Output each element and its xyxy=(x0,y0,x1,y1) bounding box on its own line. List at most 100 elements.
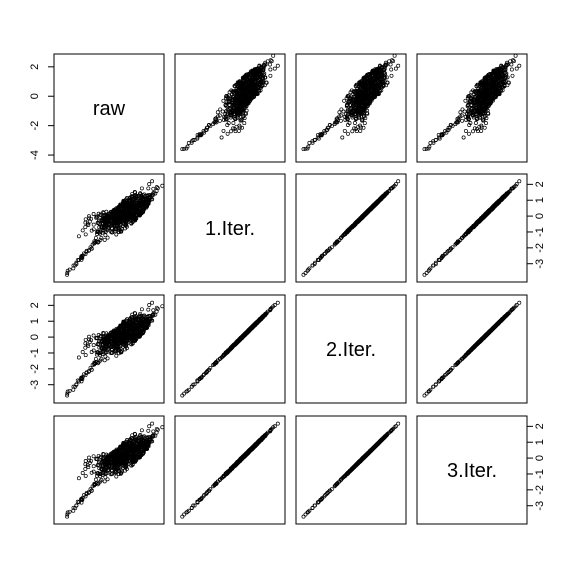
data-point xyxy=(360,83,365,87)
data-point xyxy=(114,232,119,237)
data-point xyxy=(340,135,345,140)
data-point xyxy=(478,106,483,111)
data-point xyxy=(424,146,429,151)
data-point xyxy=(239,118,244,123)
data-point xyxy=(396,179,401,184)
data-point xyxy=(195,132,200,137)
data-point xyxy=(83,345,88,350)
data-point xyxy=(91,343,96,348)
data-point xyxy=(239,107,244,112)
data-point xyxy=(505,60,509,65)
data-point xyxy=(349,88,354,93)
data-point xyxy=(240,107,245,112)
data-point xyxy=(272,66,277,71)
data-point xyxy=(257,64,262,69)
data-point xyxy=(263,62,268,67)
data-point xyxy=(93,235,98,240)
data-point xyxy=(458,110,463,115)
data-point xyxy=(229,129,233,134)
panel-frame xyxy=(295,53,407,163)
data-point xyxy=(480,79,485,84)
data-point xyxy=(146,307,151,312)
data-point xyxy=(231,103,236,108)
data-point xyxy=(268,67,273,72)
data-point xyxy=(363,77,368,82)
data-point xyxy=(368,76,373,81)
data-point xyxy=(490,97,495,102)
data-point xyxy=(102,358,107,363)
data-point xyxy=(301,147,306,152)
data-point xyxy=(474,126,479,131)
data-point xyxy=(465,115,470,120)
data-point xyxy=(201,129,206,134)
data-point xyxy=(463,98,468,103)
data-point xyxy=(382,72,387,77)
data-point xyxy=(247,90,252,95)
data-point xyxy=(382,63,387,68)
data-point xyxy=(350,115,355,120)
data-point xyxy=(244,111,249,116)
data-point xyxy=(492,90,497,95)
data-point xyxy=(469,102,474,107)
data-point xyxy=(83,353,88,358)
data-point xyxy=(235,106,240,111)
data-point xyxy=(362,121,367,126)
data-point xyxy=(76,234,81,239)
data-point xyxy=(241,87,246,92)
data-point xyxy=(91,333,96,338)
data-point xyxy=(338,113,343,118)
data-point xyxy=(346,111,351,116)
data-point xyxy=(238,79,243,84)
data-point xyxy=(509,67,514,72)
data-point xyxy=(374,88,379,93)
data-point xyxy=(426,146,431,151)
data-point xyxy=(228,115,233,120)
data-point xyxy=(234,96,238,101)
data-point xyxy=(240,91,245,96)
data-point xyxy=(151,308,156,313)
data-point xyxy=(360,97,365,102)
panel-raw-vs-raw: raw xyxy=(53,53,165,163)
data-point xyxy=(250,90,255,95)
data-point xyxy=(245,88,249,93)
data-point xyxy=(497,91,502,96)
data-point xyxy=(185,144,190,149)
data-point xyxy=(252,67,257,72)
data-point xyxy=(459,113,464,118)
data-point xyxy=(239,83,243,87)
data-point xyxy=(351,108,356,113)
data-point xyxy=(364,82,369,86)
data-point xyxy=(247,76,252,81)
panel-2-iter-vs-raw xyxy=(53,294,165,404)
data-point xyxy=(322,129,327,134)
data-point xyxy=(384,75,389,80)
data-point xyxy=(316,136,321,141)
panel-raw-vs-3-iter xyxy=(416,53,528,163)
data-point xyxy=(368,84,373,89)
data-point xyxy=(375,75,380,80)
data-point xyxy=(246,93,251,98)
data-point xyxy=(223,102,228,107)
data-point xyxy=(346,131,350,136)
data-point xyxy=(369,86,373,91)
data-point xyxy=(356,112,361,117)
data-point xyxy=(494,84,499,89)
data-point xyxy=(467,111,471,116)
data-point xyxy=(223,117,228,122)
data-point xyxy=(494,67,499,72)
data-point xyxy=(504,72,508,77)
data-point xyxy=(236,128,241,133)
data-point xyxy=(369,97,374,102)
data-point xyxy=(253,68,257,73)
data-point xyxy=(230,99,235,104)
data-point xyxy=(221,98,226,103)
data-point xyxy=(91,222,96,227)
data-point xyxy=(260,83,265,88)
data-point xyxy=(352,121,357,125)
data-point xyxy=(229,88,234,93)
data-point xyxy=(248,97,253,102)
data-point xyxy=(502,70,507,75)
data-point xyxy=(431,139,436,144)
data-point xyxy=(422,272,427,277)
data-point xyxy=(180,147,185,152)
